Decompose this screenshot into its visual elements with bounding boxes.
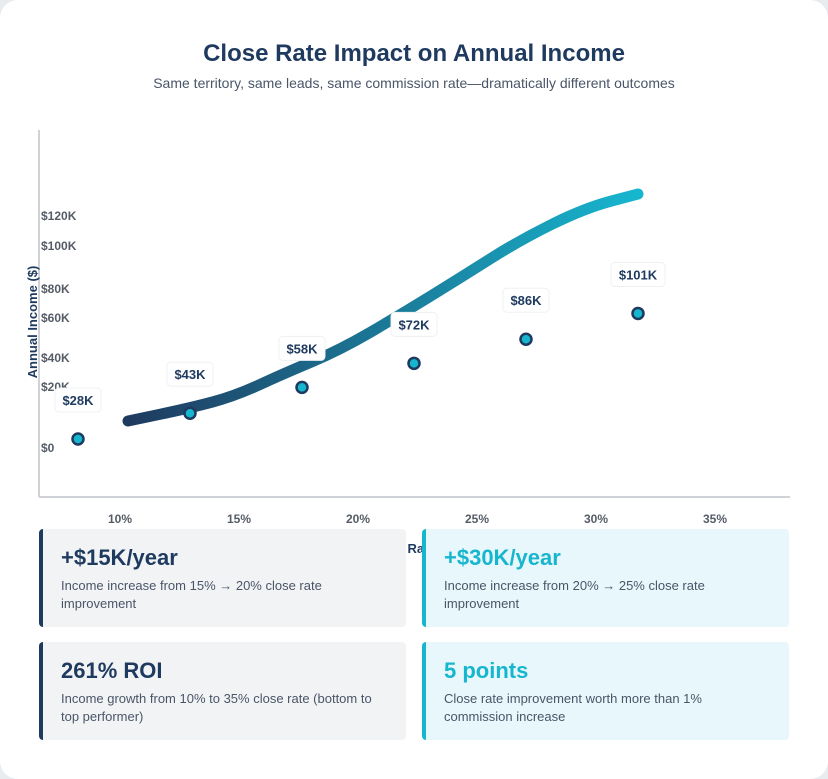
income-trend-line	[122, 188, 644, 427]
data-point[interactable]	[71, 432, 85, 446]
page-subtitle: Same territory, same leads, same commiss…	[153, 75, 675, 91]
value-label: $86K	[510, 293, 542, 308]
x-tick-label: 25%	[465, 512, 489, 526]
stat-card-roi: 261% ROI Income growth from 10% to 35% c…	[39, 642, 406, 740]
value-label-box	[278, 335, 326, 361]
page-title: Close Rate Impact on Annual Income	[203, 40, 625, 67]
data-point[interactable]	[519, 332, 533, 346]
value-label-box	[54, 387, 102, 413]
value-label-box	[502, 287, 550, 313]
data-point[interactable]	[407, 356, 421, 371]
x-tick-label: 10%	[108, 512, 132, 526]
value-label: $58K	[286, 341, 318, 356]
data-point[interactable]	[183, 406, 197, 420]
stat-card-points: 5 points Close rate improvement worth mo…	[422, 642, 789, 740]
y-tick-label: $40K	[41, 351, 70, 365]
data-point[interactable]	[295, 380, 309, 395]
value-label: $72K	[398, 317, 430, 332]
stat-description: Close rate improvement worth more than 1…	[444, 691, 702, 724]
x-tick-label: 30%	[584, 512, 608, 526]
x-tick-label: 20%	[346, 512, 370, 526]
stat-value: 261% ROI	[61, 658, 163, 683]
value-label-box	[390, 311, 438, 337]
y-axis-title: Annual Income ($)	[25, 266, 40, 379]
stat-description: Income increase from 20% → 25% close rat…	[444, 578, 705, 611]
stat-description: Income growth from 10% to 35% close rate…	[61, 691, 372, 724]
value-label-box	[610, 261, 666, 287]
data-point[interactable]	[631, 306, 645, 321]
stat-value: +$15K/year	[61, 545, 178, 570]
x-tick-label: 15%	[227, 512, 251, 526]
y-tick-label: $80K	[41, 282, 70, 296]
stat-card-15-20: +$15K/year Income increase from 15% → 20…	[39, 529, 406, 627]
value-label: $101K	[619, 267, 658, 282]
stat-value: +$30K/year	[444, 545, 561, 570]
value-label-box	[166, 361, 214, 387]
value-label: $43K	[174, 367, 206, 382]
x-tick-label: 35%	[703, 512, 727, 526]
stat-card-20-25: +$30K/year Income increase from 20% → 25…	[422, 529, 789, 627]
y-tick-label: $60K	[41, 311, 70, 325]
income-line-chart: 10% 15% 20% 25% 30% 35%$0$20K$40K$60K$80K$100…	[25, 130, 790, 556]
y-tick-label: $0	[41, 441, 55, 455]
y-tick-label: $100K	[41, 239, 77, 253]
stat-value: 5 points	[444, 658, 529, 683]
y-tick-label: $120K	[41, 209, 77, 223]
stat-description: Income increase from 15% → 20% close rat…	[61, 578, 322, 611]
value-label: $28K	[62, 393, 94, 408]
